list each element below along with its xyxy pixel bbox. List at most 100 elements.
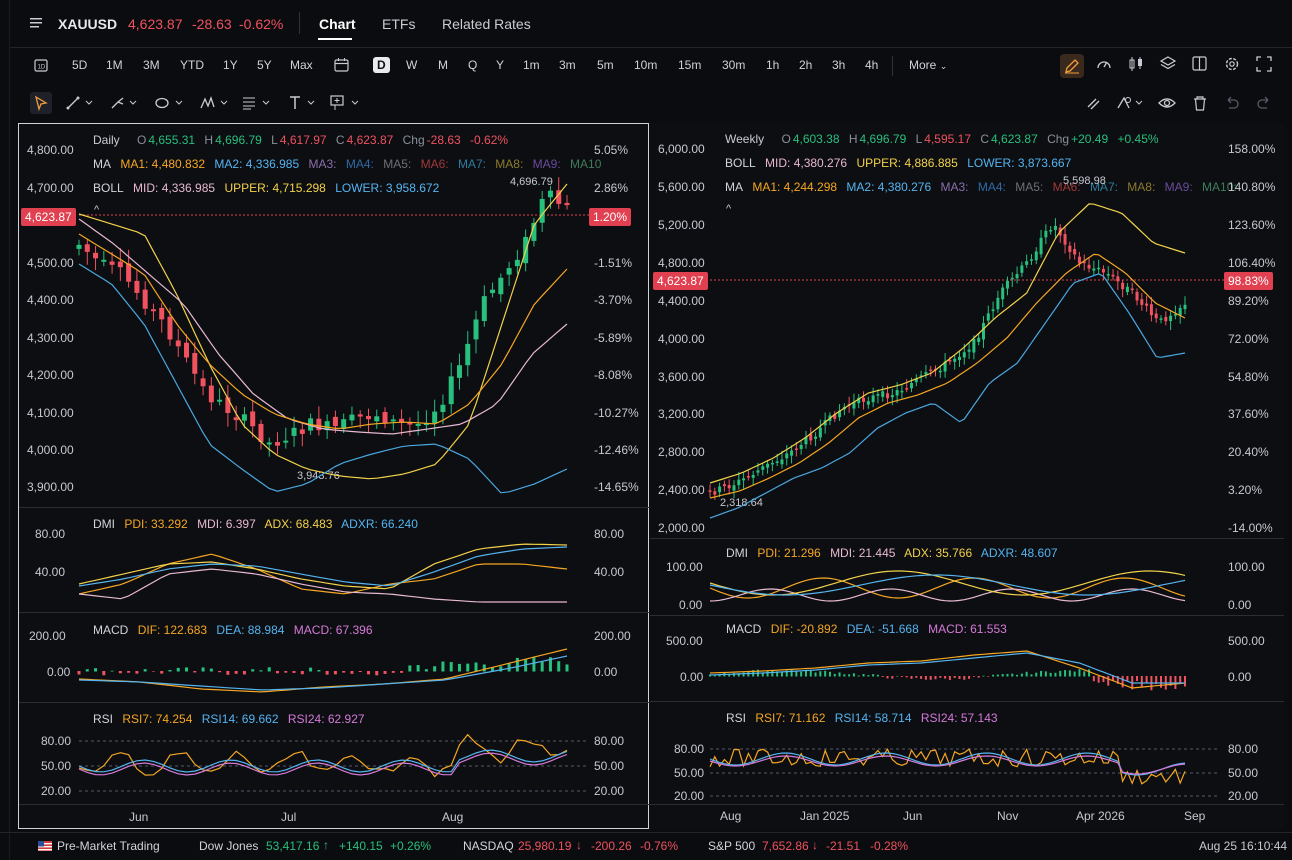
macd-histogram-bar [292,671,296,673]
range-5d[interactable]: 5D [72,58,88,72]
fullscreen-icon[interactable] [1256,56,1278,78]
candle-body [766,463,770,468]
candle-body [1169,315,1173,322]
date-picker-icon[interactable] [332,56,354,78]
fork-tool-icon[interactable] [110,92,137,114]
lock-drawing-icon[interactable] [1116,92,1143,114]
split-layout-icon[interactable] [1192,56,1214,78]
collapse-legend-icon[interactable]: ^ [726,203,732,215]
interval-w[interactable]: W [406,58,418,72]
pct-tick: -5.89% [594,331,633,345]
rsi24-value: RSI24: 57.143 [920,711,998,725]
daily-ohlc-legend: Daily O 4,655.31 H 4,696.79 L 4,617.97 C 4,6… [93,133,514,147]
high-value: 4,696.79 [859,132,907,146]
macd-histogram-bar [532,657,536,672]
market-ticker-bar: Pre-Market Trading Dow Jones 53,417.16 ↑… [0,832,1292,860]
layers-icon[interactable] [1159,56,1182,78]
macd-histogram-bar [824,670,827,677]
interval-d[interactable]: D [373,57,390,73]
interval-4h[interactable]: 4h [865,58,879,72]
candle-body [991,309,995,312]
pattern-tool-icon[interactable] [200,92,228,114]
dif-value: DIF: 122.683 [137,623,208,637]
redo-icon[interactable] [1256,92,1278,114]
interval-1h[interactable]: 1h [766,58,780,72]
macd-histogram-bar [809,669,812,677]
interval-10m[interactable]: 10m [634,58,658,72]
candle-body [838,410,842,418]
adxr-line [709,574,1186,596]
draw-pen-icon[interactable] [1060,54,1084,78]
interval-30m[interactable]: 30m [722,58,746,72]
interval-y[interactable]: Y [496,58,505,72]
text-tool-icon[interactable] [288,92,315,114]
interval-1m[interactable]: 1m [523,58,540,72]
candle-body [981,323,985,340]
pct-tick: 5.05% [594,143,629,157]
cursor-icon[interactable] [30,92,52,114]
macd-histogram-bar [358,671,362,673]
adxr-line [78,546,568,587]
candle-body [465,343,471,366]
eye-icon[interactable] [1158,92,1180,114]
interval-3m[interactable]: 3m [559,58,576,72]
fibonacci-tool-icon[interactable] [242,92,270,114]
range-1y[interactable]: 1Y [223,58,238,72]
macd-histogram-bar [333,671,337,675]
nasdaq-name[interactable]: NASDAQ [463,839,514,853]
price-tick: 4,400.00 [27,293,74,307]
settings-gear-icon[interactable] [1224,56,1246,78]
macd-histogram-bar [1073,671,1076,677]
trash-icon[interactable] [1192,92,1214,114]
weekly-chart-panel[interactable]: Weekly O 4,603.38 H 4,696.79 L 4,595.17 C 4,… [650,123,1284,829]
low-value: 4,595.17 [924,132,972,146]
range-1m[interactable]: 1M [106,58,123,72]
more-dropdown[interactable]: More ⌄ [909,58,947,72]
trendline-icon[interactable] [66,92,93,114]
interval-5m[interactable]: 5m [597,58,614,72]
interval-2h[interactable]: 2h [799,58,813,72]
close-label: C [980,132,990,146]
macd-histogram-bar [881,676,884,677]
interval-15m[interactable]: 15m [678,58,702,72]
candle-body [93,252,99,259]
menu-icon[interactable] [30,17,44,29]
boll-mid-value: MID: 4,380.276 [765,156,848,170]
rsi14-value: RSI14: 58.714 [834,711,912,725]
candlestick-type-icon[interactable] [1128,56,1150,78]
macd-histogram-bar [953,676,956,678]
macd-histogram-bar [1035,672,1038,677]
undo-icon[interactable] [1224,92,1246,114]
dif-value: DIF: -20.892 [770,622,838,636]
candle-body [886,393,890,399]
timeframe-toolbar: 1D 5D 1M 3M YTD 1Y 5Y Max D W M Q Y 1m 3… [10,52,1292,82]
sp500-name[interactable]: S&P 500 [708,839,756,853]
pane-divider [19,507,650,508]
interval-3h[interactable]: 3h [832,58,846,72]
range-5y[interactable]: 5Y [257,58,272,72]
gauge-icon[interactable] [1096,56,1118,78]
dow-name[interactable]: Dow Jones [199,839,259,853]
shape-tool-icon[interactable] [154,92,183,114]
premarket-label[interactable]: Pre-Market Trading [57,839,160,853]
tab-related-rates[interactable]: Related Rates [442,16,531,32]
tab-etfs[interactable]: ETFs [382,16,416,32]
macd-histogram-bar [833,673,836,677]
range-max[interactable]: Max [290,58,313,72]
range-ytd[interactable]: YTD [180,58,204,72]
tab-chart[interactable]: Chart [319,16,356,32]
candle-body [1034,251,1038,261]
range-3m[interactable]: 3M [143,58,160,72]
daily-chart-panel[interactable]: Daily O 4,655.31 H 4,696.79 L 4,617.97 C 4,6… [18,123,650,829]
macd-histogram-bar [185,667,189,672]
macd-histogram-bar [1088,669,1091,677]
interval-q[interactable]: Q [468,58,478,72]
magnet-icon[interactable] [1086,92,1108,114]
daily-ma-legend: MA MA1: 4,480.832 MA2: 4,336.985 MA3: MA… [93,157,607,171]
interval-m[interactable]: M [438,58,448,72]
rsi-tick: 20.00 [1228,789,1259,803]
rsi-tick: 50.00 [594,759,625,773]
calendar-range-icon[interactable]: 1D [32,56,54,78]
collapse-legend-icon[interactable]: ^ [94,204,100,216]
annotation-tool-icon[interactable] [330,92,359,114]
